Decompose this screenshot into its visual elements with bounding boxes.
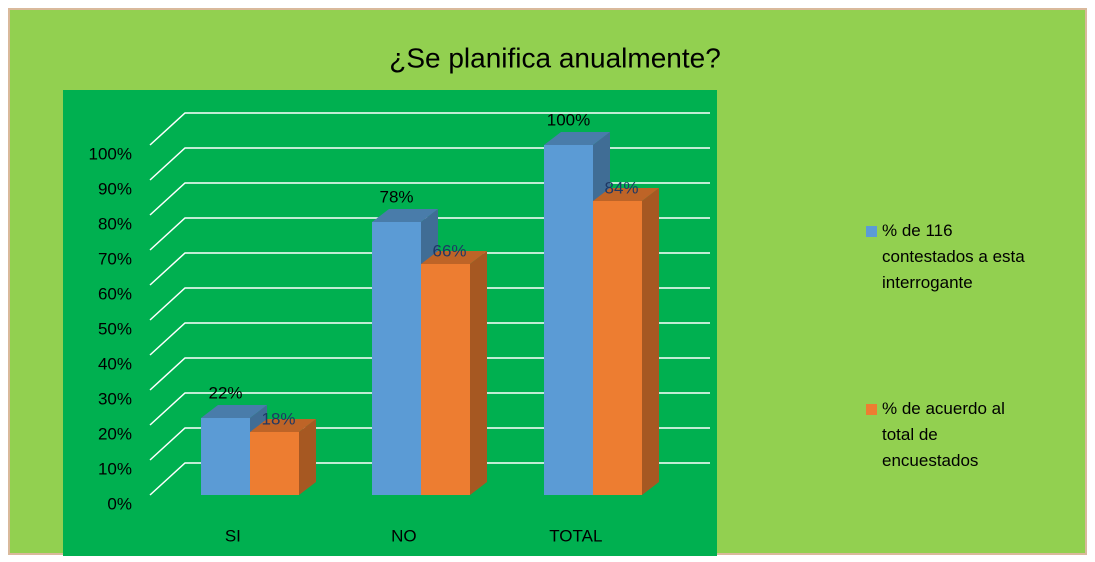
grid-line xyxy=(149,392,710,426)
bar-front xyxy=(250,432,299,495)
bar-top xyxy=(372,209,438,222)
bar-top xyxy=(593,188,659,201)
x-tick-label: NO xyxy=(391,526,417,545)
legend-swatch xyxy=(866,404,877,415)
bar xyxy=(201,405,267,495)
y-tick-label: 70% xyxy=(98,249,132,268)
bar-front xyxy=(421,264,470,495)
data-label: 84% xyxy=(604,178,638,197)
data-label: 100% xyxy=(547,110,590,129)
data-label: 66% xyxy=(432,241,466,260)
y-tick-label: 100% xyxy=(89,144,132,163)
grid-line xyxy=(149,147,710,181)
bar xyxy=(421,251,487,495)
data-label: 22% xyxy=(208,383,242,402)
bar-front xyxy=(593,201,642,495)
grid-line xyxy=(149,357,710,391)
y-tick-label: 10% xyxy=(98,459,132,478)
bar-side xyxy=(470,251,487,495)
y-tick-label: 30% xyxy=(98,389,132,408)
y-tick-label: 20% xyxy=(98,424,132,443)
bar-top xyxy=(544,132,610,145)
grid-line xyxy=(149,182,710,216)
bar-side xyxy=(642,188,659,495)
y-tick-label: 0% xyxy=(107,494,132,513)
bar-front xyxy=(544,145,593,495)
x-tick-label: TOTAL xyxy=(549,526,602,545)
y-tick-label: 80% xyxy=(98,214,132,233)
grid-line xyxy=(149,252,710,286)
bar xyxy=(593,188,659,495)
data-label: 18% xyxy=(261,409,295,428)
y-tick-label: 60% xyxy=(98,284,132,303)
bar-top xyxy=(421,251,487,264)
grid-line xyxy=(149,287,710,321)
bar-front xyxy=(201,418,250,495)
grid-line xyxy=(149,322,710,356)
bar-top xyxy=(250,419,316,432)
bar xyxy=(250,419,316,495)
legend-label: % de acuerdo al total de encuestados xyxy=(882,399,1005,470)
bar-top xyxy=(201,405,267,418)
grid-line xyxy=(149,112,710,146)
grid-line xyxy=(149,427,710,461)
chart-title: ¿Se planifica anualmente? xyxy=(389,42,721,73)
y-tick-label: 90% xyxy=(98,179,132,198)
y-tick-label: 40% xyxy=(98,354,132,373)
x-tick-label: SI xyxy=(225,526,241,545)
y-tick-label: 50% xyxy=(98,319,132,338)
legend-swatch xyxy=(866,226,877,237)
bar-side xyxy=(299,419,316,495)
grid-line xyxy=(149,462,710,496)
legend-label: % de 116 contestados a esta interrogante xyxy=(882,221,1025,292)
grid-line xyxy=(149,217,710,251)
data-label: 78% xyxy=(379,187,413,206)
bar-front xyxy=(372,222,421,495)
